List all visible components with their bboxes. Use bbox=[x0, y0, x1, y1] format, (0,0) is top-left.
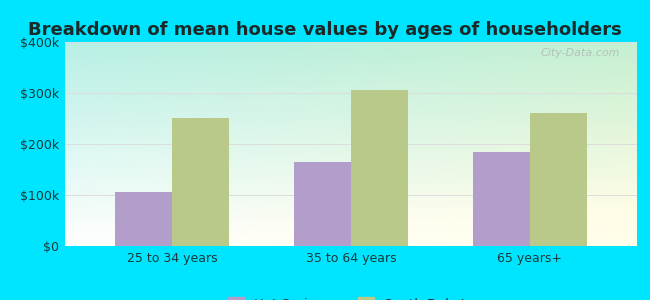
Legend: Hot Springs, South Dakota: Hot Springs, South Dakota bbox=[227, 298, 474, 300]
Bar bbox=[115, 193, 172, 246]
Text: Breakdown of mean house values by ages of householders: Breakdown of mean house values by ages o… bbox=[28, 21, 622, 39]
Text: City-Data.com: City-Data.com bbox=[540, 48, 620, 58]
Bar bbox=[473, 152, 530, 246]
Bar bbox=[351, 90, 408, 246]
Bar bbox=[172, 118, 229, 246]
Bar bbox=[530, 113, 587, 246]
Bar bbox=[294, 162, 351, 246]
